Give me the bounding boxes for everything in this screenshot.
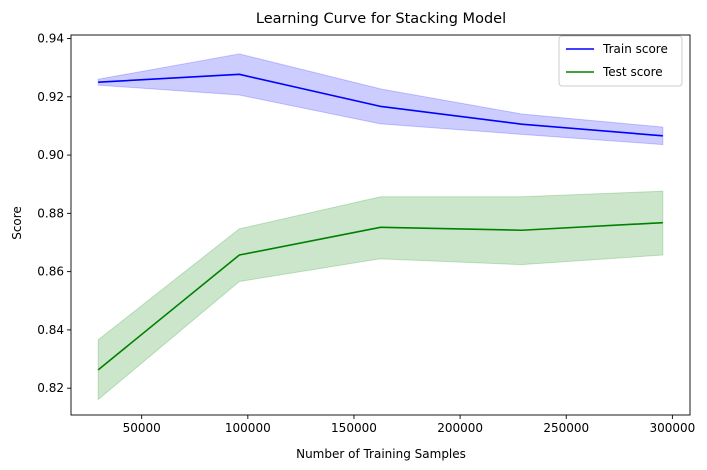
- y-axis-label: Score: [10, 206, 24, 240]
- test-score-legend-label: Test score: [602, 65, 663, 79]
- y-tick-label: 0.84: [37, 323, 64, 337]
- confidence-bands: [97, 53, 664, 401]
- series-lines: [97, 73, 663, 371]
- x-axis-label: Number of Training Samples: [296, 447, 466, 461]
- x-tick-label: 200000: [437, 421, 483, 435]
- axes: 50000 100000 150000 200000 250000 300000 0.82 0…: [37, 31, 695, 435]
- x-tick-label: 50000: [123, 421, 161, 435]
- chart-title: Learning Curve for Stacking Model: [256, 11, 506, 27]
- x-tick-label: 300000: [649, 421, 695, 435]
- y-tick-label: 0.94: [37, 31, 64, 45]
- y-tick-label: 0.92: [37, 90, 64, 104]
- test-score-band: [97, 190, 664, 401]
- y-tick-label: 0.88: [37, 206, 64, 220]
- legend: Train score Test score: [558, 35, 683, 87]
- y-tick-label: 0.82: [37, 381, 64, 395]
- y-tick-label: 0.90: [37, 148, 64, 162]
- plot-frame: [70, 34, 691, 416]
- x-tick-label: 250000: [543, 421, 589, 435]
- train-score-band: [97, 53, 664, 146]
- train-score-legend-label: Train score: [602, 42, 668, 56]
- x-tick-label: 150000: [331, 421, 377, 435]
- y-tick-label: 0.86: [37, 265, 64, 279]
- x-tick-label: 100000: [225, 421, 271, 435]
